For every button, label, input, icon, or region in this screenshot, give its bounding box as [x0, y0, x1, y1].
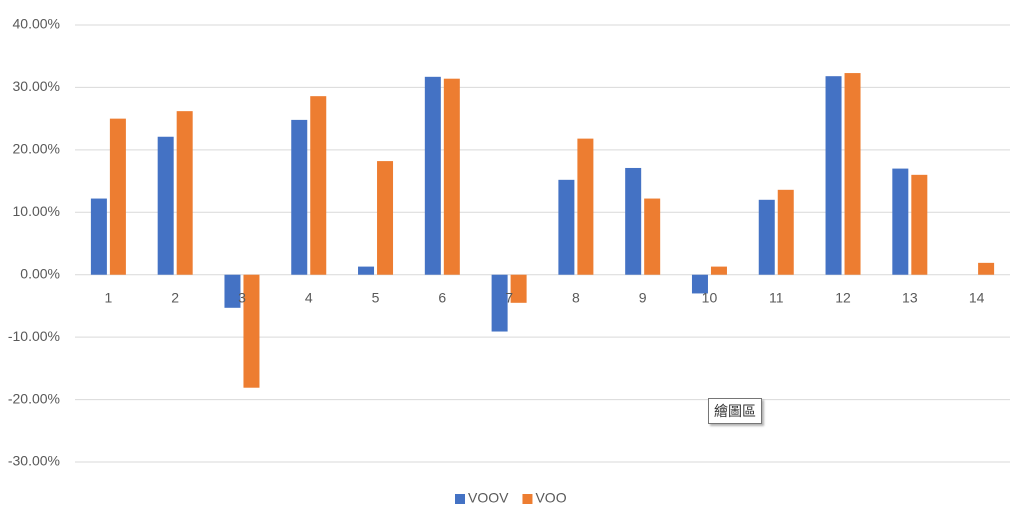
x-tick-label: 1 — [104, 289, 112, 305]
y-tick-label: 30.00% — [13, 78, 60, 94]
bar — [109, 118, 126, 275]
bar — [625, 167, 642, 275]
y-tick-label: 20.00% — [13, 141, 60, 157]
bar — [510, 274, 527, 303]
y-tick-label: 40.00% — [13, 16, 60, 32]
legend-swatch — [522, 494, 533, 504]
y-tick-label: 0.00% — [20, 265, 60, 281]
x-tick-label: 10 — [702, 289, 718, 305]
bar — [224, 274, 241, 308]
bar — [358, 266, 375, 275]
x-tick-label: 13 — [902, 289, 918, 305]
x-tick-label: 7 — [505, 289, 513, 305]
bar — [758, 199, 775, 275]
bar — [491, 274, 508, 332]
y-tick-label: -30.00% — [8, 453, 60, 469]
bar — [310, 96, 327, 275]
bar — [176, 111, 193, 275]
bar — [644, 198, 661, 275]
y-tick-label: -20.00% — [8, 390, 60, 406]
x-tick-label: 2 — [171, 289, 179, 305]
tooltip: 繪圖區 — [708, 398, 762, 424]
legend-label: VOO — [535, 490, 566, 506]
bar — [911, 174, 928, 275]
bar — [892, 168, 909, 275]
x-tick-label: 14 — [969, 289, 985, 305]
bar — [844, 73, 861, 275]
bar — [291, 119, 308, 275]
bar — [157, 136, 174, 275]
x-tick-label: 5 — [372, 289, 380, 305]
bar — [691, 274, 708, 294]
bar — [243, 274, 260, 388]
y-tick-label: 10.00% — [13, 203, 60, 219]
x-tick-label: 12 — [835, 289, 851, 305]
bar — [558, 179, 575, 275]
bar — [377, 161, 394, 275]
bar — [777, 189, 794, 275]
bar — [978, 262, 995, 275]
bar — [577, 138, 594, 275]
x-tick-label: 8 — [572, 289, 580, 305]
y-tick-label: -10.00% — [8, 328, 60, 344]
legend-label: VOOV — [468, 490, 509, 506]
legend-swatch — [455, 494, 465, 504]
x-tick-label: 9 — [639, 289, 647, 305]
x-tick-label: 3 — [238, 289, 246, 305]
x-tick-label: 6 — [438, 289, 446, 305]
bar — [424, 76, 441, 275]
bar — [443, 78, 460, 275]
bar — [710, 266, 727, 275]
x-tick-label: 4 — [305, 289, 313, 305]
bar — [825, 76, 842, 275]
x-tick-label: 11 — [769, 289, 784, 305]
bar — [90, 198, 107, 275]
